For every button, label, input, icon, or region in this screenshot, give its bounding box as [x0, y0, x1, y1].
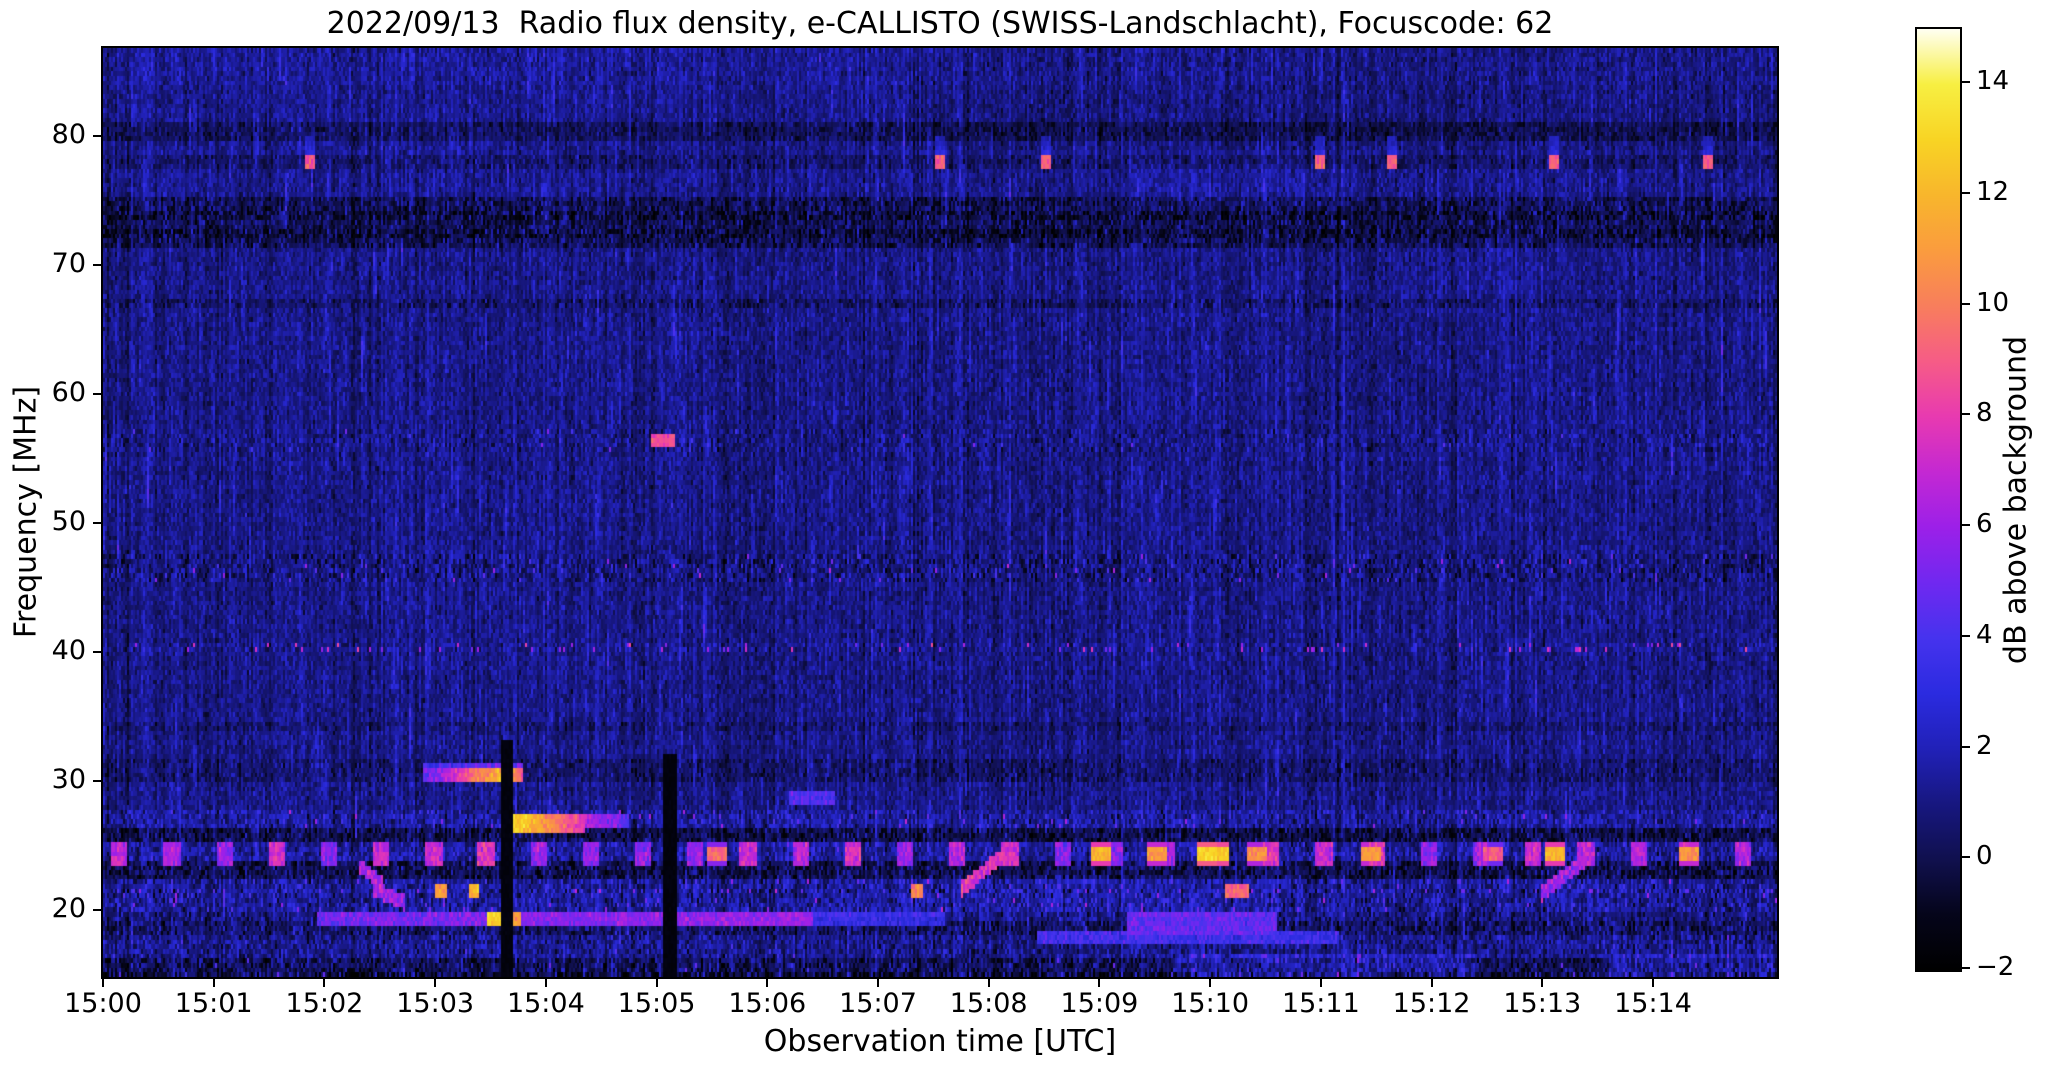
- colorbar-tick-label: −2: [1976, 952, 2015, 982]
- x-tick-label: 15:02: [285, 988, 364, 1019]
- y-tick-mark: [93, 134, 101, 137]
- colorbar-tick-label: 12: [1976, 177, 2010, 208]
- x-tick-mark: [1652, 979, 1654, 987]
- colorbar-tick-mark: [1962, 192, 1970, 195]
- x-tick-label: 15:11: [1281, 988, 1360, 1019]
- y-tick-mark: [93, 392, 101, 395]
- x-tick-mark: [102, 979, 104, 987]
- y-axis-label: Frequency [MHz]: [8, 385, 44, 639]
- colorbar-tick-label: 4: [1976, 619, 1993, 650]
- y-tick-label: 80: [51, 118, 86, 150]
- colorbar-tick-mark: [1962, 524, 1970, 527]
- x-tick-label: 15:05: [617, 988, 696, 1019]
- colorbar-tick-mark: [1962, 302, 1970, 305]
- colorbar-label: dB above background: [1998, 335, 2034, 665]
- colorbar-tick-label: 10: [1976, 287, 2010, 318]
- colorbar-tick-mark: [1962, 413, 1970, 416]
- y-tick-mark: [93, 908, 101, 911]
- y-tick-label: 70: [51, 247, 86, 279]
- x-tick-label: 15:14: [1614, 988, 1692, 1019]
- colorbar-tick-mark: [1962, 967, 1970, 969]
- x-tick-mark: [323, 979, 326, 987]
- colorbar-tick-label: 6: [1976, 509, 1993, 540]
- colorbar-tick-label: 8: [1976, 398, 1993, 429]
- colorbar-tick-mark: [1962, 81, 1970, 84]
- x-tick-label: 15:03: [396, 988, 475, 1019]
- x-tick-mark: [877, 979, 879, 987]
- x-tick-mark: [1541, 979, 1544, 987]
- x-tick-label: 15:08: [949, 988, 1028, 1019]
- x-tick-mark: [1098, 979, 1101, 987]
- y-tick-mark: [93, 521, 101, 524]
- x-tick-label: 15:01: [174, 988, 253, 1019]
- y-tick-label: 30: [51, 763, 86, 795]
- x-tick-mark: [987, 979, 990, 987]
- x-tick-mark: [1430, 979, 1433, 987]
- y-tick-label: 60: [51, 376, 86, 408]
- y-tick-label: 50: [51, 505, 86, 537]
- chart-title: 2022/09/13 Radio flux density, e-CALLIST…: [326, 6, 1554, 41]
- x-tick-mark: [766, 979, 769, 987]
- x-tick-label: 15:13: [1503, 988, 1582, 1019]
- x-tick-mark: [434, 979, 437, 987]
- colorbar-tick-mark: [1962, 745, 1970, 748]
- x-axis-label: Observation time [UTC]: [763, 1024, 1117, 1059]
- y-tick-label: 20: [51, 892, 86, 924]
- y-tick-mark: [93, 650, 101, 653]
- x-tick-mark: [655, 979, 658, 987]
- x-tick-mark: [544, 979, 547, 987]
- x-tick-mark: [1209, 979, 1212, 987]
- spectrogram-heatmap: [103, 48, 1777, 977]
- colorbar-tick-mark: [1962, 634, 1970, 637]
- x-tick-label: 15:00: [64, 988, 142, 1019]
- y-tick-mark: [93, 263, 101, 266]
- colorbar-tick-label: 14: [1976, 66, 2010, 97]
- x-tick-mark: [212, 979, 215, 987]
- colorbar-tick-label: 2: [1976, 730, 1993, 761]
- x-tick-label: 15:09: [1060, 988, 1139, 1019]
- x-tick-label: 15:06: [728, 988, 807, 1019]
- x-tick-label: 15:04: [506, 988, 585, 1019]
- y-tick-label: 40: [51, 634, 86, 666]
- x-tick-label: 15:12: [1392, 988, 1471, 1019]
- colorbar: [1915, 27, 1962, 972]
- colorbar-tick-label: 0: [1976, 841, 1993, 872]
- y-tick-mark: [93, 779, 101, 782]
- x-tick-mark: [1319, 979, 1322, 987]
- x-tick-label: 15:07: [839, 988, 917, 1019]
- colorbar-tick-mark: [1962, 856, 1970, 859]
- x-tick-label: 15:10: [1171, 988, 1250, 1019]
